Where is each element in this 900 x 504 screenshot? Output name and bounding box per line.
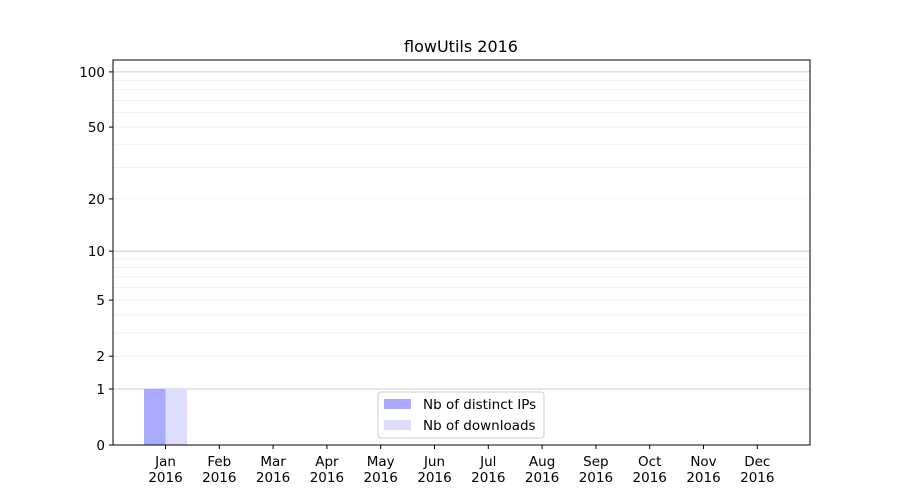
bar-downloads <box>165 388 187 445</box>
x-tick-label: Jan <box>154 454 176 470</box>
x-tick-label: Feb <box>207 454 231 470</box>
x-tick-label: Nov <box>690 454 716 470</box>
legend-frame <box>377 391 545 439</box>
plot-frame <box>112 59 811 446</box>
chart-title: flowUtils 2016 <box>404 37 518 56</box>
x-tick-label: 2016 <box>256 470 290 486</box>
x-tick-label: Jul <box>479 454 496 470</box>
y-tick-label: 1 <box>96 382 105 398</box>
bars <box>144 388 187 445</box>
x-tick-label: 2016 <box>148 470 182 486</box>
x-tick-label: Dec <box>744 454 770 470</box>
y-tick-label: 50 <box>88 120 105 136</box>
y-tick-label: 5 <box>96 293 105 309</box>
x-tick-label: Jun <box>423 454 445 470</box>
x-tick-label: 2016 <box>471 470 505 486</box>
x-tick-label: 2016 <box>364 470 398 486</box>
bar-distinct-ips <box>144 388 166 445</box>
legend-label-ips: Nb of distinct IPs <box>423 397 536 413</box>
legend-swatch-ips <box>384 399 411 409</box>
x-axis: Jan2016Feb2016Mar2016Apr2016May2016Jun20… <box>148 445 774 486</box>
legend: Nb of distinct IPs Nb of downloads <box>377 391 545 439</box>
legend-swatch-downloads <box>384 420 411 430</box>
x-tick-label: Sep <box>583 454 608 470</box>
gridlines <box>113 71 810 390</box>
x-tick-label: 2016 <box>686 470 720 486</box>
y-tick-label: 20 <box>88 192 105 208</box>
y-tick-label: 10 <box>88 244 105 260</box>
x-tick-label: May <box>367 454 395 470</box>
legend-label-downloads: Nb of downloads <box>423 418 536 434</box>
y-tick-label: 100 <box>79 65 105 81</box>
y-axis: 0 1 2 5 10 20 50 100 <box>79 65 113 454</box>
x-tick-label: 2016 <box>202 470 236 486</box>
y-tick-label: 2 <box>96 349 105 365</box>
x-tick-label: 2016 <box>525 470 559 486</box>
x-tick-label: 2016 <box>740 470 774 486</box>
x-tick-label: Aug <box>529 454 555 470</box>
x-tick-label: 2016 <box>633 470 667 486</box>
x-tick-label: 2016 <box>310 470 344 486</box>
x-tick-label: Apr <box>315 454 339 470</box>
x-tick-label: 2016 <box>417 470 451 486</box>
x-tick-label: Mar <box>260 454 286 470</box>
x-tick-label: 2016 <box>579 470 613 486</box>
y-tick-label: 0 <box>96 438 105 454</box>
x-tick-label: Oct <box>638 454 661 470</box>
